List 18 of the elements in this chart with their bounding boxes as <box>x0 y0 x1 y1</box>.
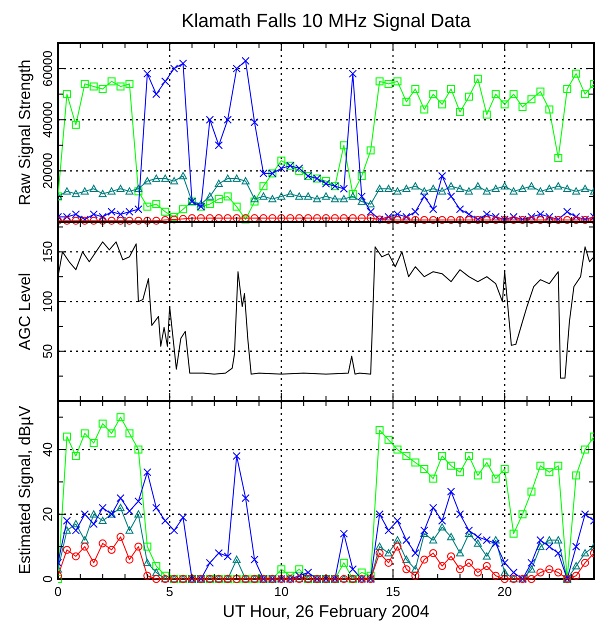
x-axis-title: UT Hour, 26 February 2004 <box>222 602 430 621</box>
chart-title: Klamath Falls 10 MHz Signal Data <box>181 11 472 32</box>
x-tick-label: 5 <box>166 584 174 599</box>
y-axis-title: Raw Signal Strength <box>17 60 34 206</box>
y-tick-label: 60000 <box>40 50 55 87</box>
y-tick-label: 20 <box>40 507 55 522</box>
x-tick-label: 15 <box>386 584 400 599</box>
y-tick-label: 40 <box>40 442 55 457</box>
y-axis-title: Estimated Signal, dBµV <box>17 405 34 574</box>
x-tick-label: 20 <box>497 584 512 599</box>
y-tick-label: 150 <box>40 240 55 263</box>
y-tick-label: 20000 <box>40 152 55 189</box>
y-tick-label: 100 <box>40 290 55 312</box>
x-tick-label: 10 <box>274 584 289 599</box>
y-tick-label: 50 <box>40 344 55 359</box>
y-tick-label: 40000 <box>40 102 55 138</box>
y-tick-label: 0 <box>40 575 55 583</box>
y-axis-title: AGC Level <box>17 272 34 350</box>
